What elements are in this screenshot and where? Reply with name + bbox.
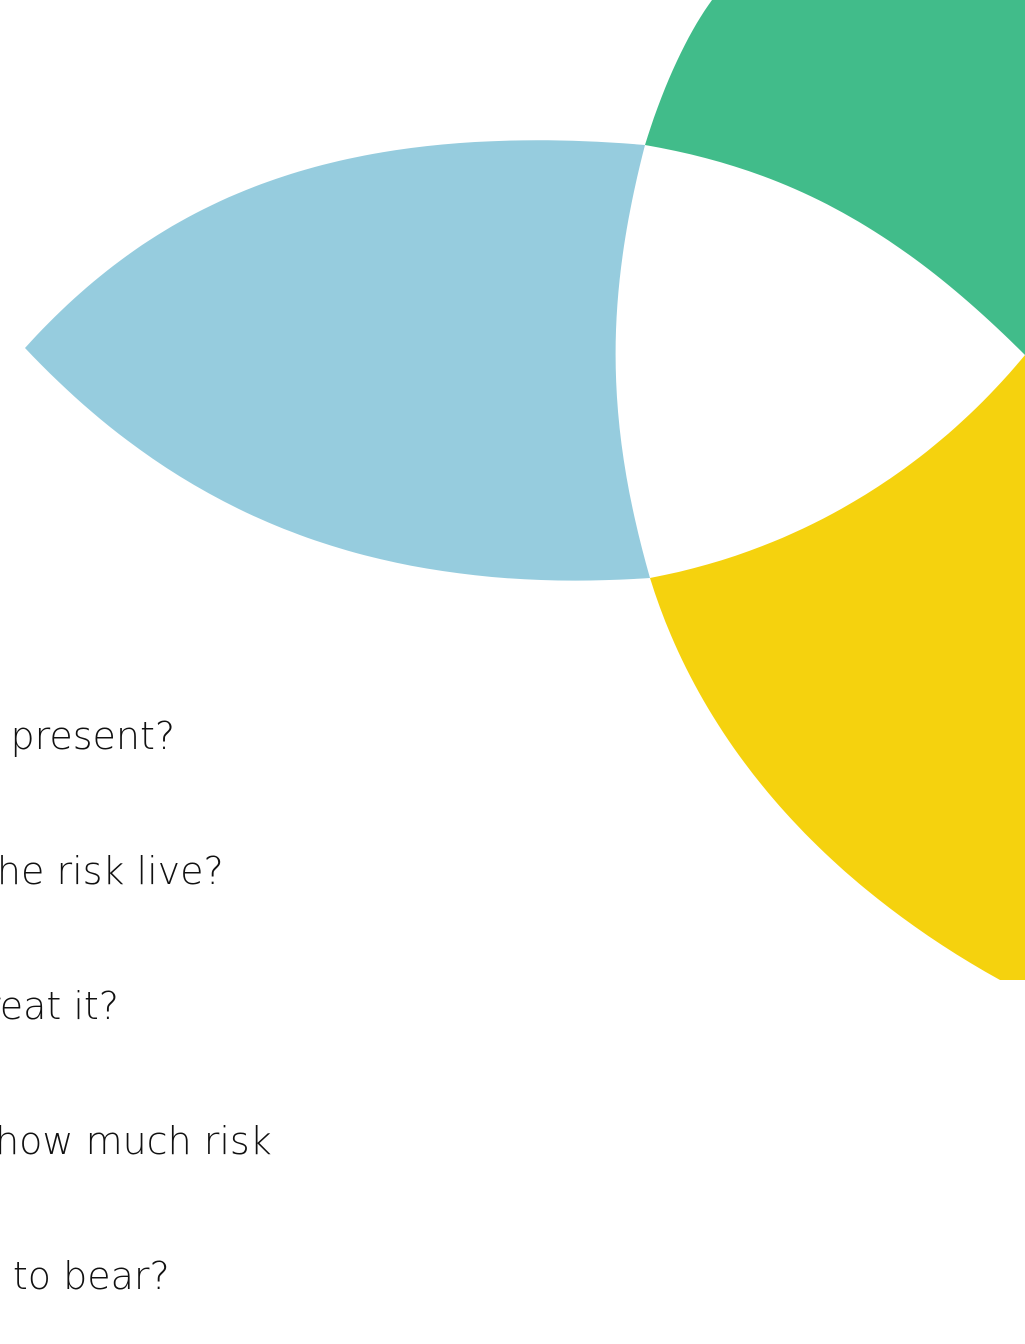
petal-diagram [25,0,1025,980]
question-item: the risk live? [0,849,224,893]
green-petal [645,0,1025,355]
question-item: e present? [10,714,176,758]
question-item: treat it? [0,984,119,1028]
blue-petal [25,140,650,581]
question-item: – how much risk [0,1119,272,1163]
question-list: e present? the risk live? treat it? – ho… [0,624,272,1344]
question-item: g to bear? [0,1254,170,1298]
yellow-petal [650,355,1025,980]
